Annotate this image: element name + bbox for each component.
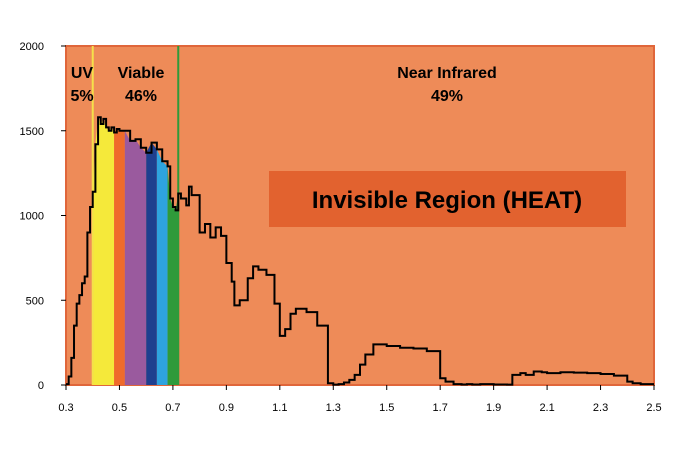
x-tick-label-4: 1.1 [272, 402, 287, 414]
y-tick-label-2: 1000 [20, 211, 44, 223]
y-tick-label-1: 500 [26, 295, 44, 307]
visible-band-3 [146, 142, 157, 385]
visible-band-4 [156, 149, 168, 385]
y-tick-label-0: 0 [38, 380, 44, 392]
region-percent-2: 49% [431, 88, 463, 105]
heat-label-box [269, 171, 626, 227]
region-labels: Invisible Region (HEAT) UV 5% Viable 46% Near… [70, 65, 626, 227]
region-name-2: Near Infrared [397, 65, 497, 82]
region-percent-1: 46% [125, 88, 157, 105]
y-tick-label-3: 1500 [20, 126, 44, 138]
y-tick-label-4: 2000 [20, 41, 44, 53]
region-name-0: UV [71, 65, 94, 82]
x-tick-label-10: 2.3 [593, 402, 608, 414]
heat-label: Invisible Region (HEAT) [312, 187, 582, 214]
region-name-1: Viable [118, 65, 165, 82]
x-tick-label-11: 2.5 [646, 402, 661, 414]
x-tick-label-3: 0.9 [219, 402, 234, 414]
spectrum-line [66, 116, 654, 386]
axis-ticks: 0.3 0.5 0.7 0.9 1.1 1.3 1.5 1.7 1.9 2.1 2.3 2.5 0 500… [20, 41, 662, 414]
x-tick-label-7: 1.7 [433, 402, 448, 414]
x-tick-label-5: 1.3 [326, 402, 341, 414]
x-tick-label-2: 0.7 [165, 402, 180, 414]
visible-band-5 [167, 166, 179, 385]
visible-band-1 [114, 129, 125, 385]
x-tick-label-8: 1.9 [486, 402, 501, 414]
visible-band-0 [92, 117, 115, 385]
region-percent-0: 5% [70, 88, 93, 105]
x-tick-label-6: 1.5 [379, 402, 394, 414]
x-tick-label-1: 0.5 [112, 402, 127, 414]
x-tick-label-0: 0.3 [58, 402, 73, 414]
x-tick-label-9: 2.1 [539, 402, 554, 414]
visible-band-2 [124, 130, 147, 385]
